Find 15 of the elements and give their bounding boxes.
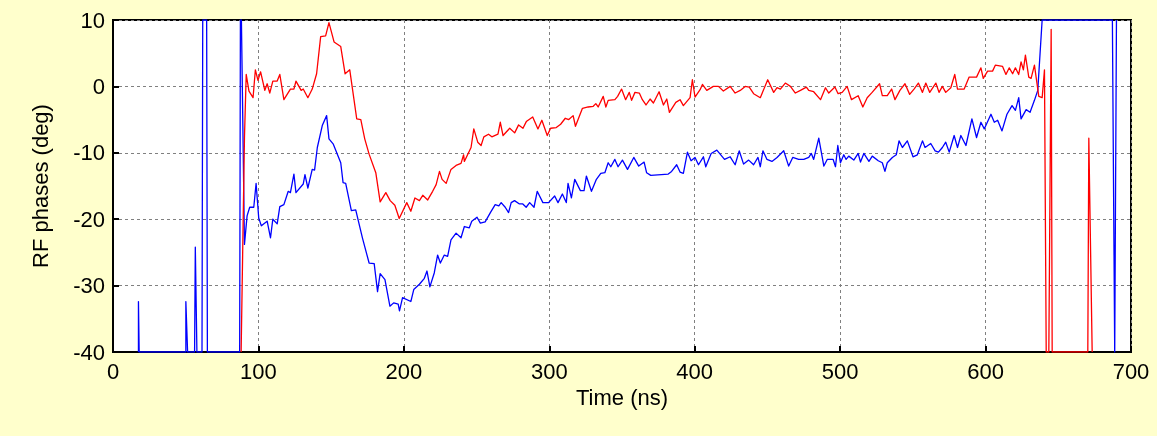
y-tick-label: -30 xyxy=(73,273,105,299)
y-tick-label: -10 xyxy=(73,140,105,166)
x-tick-label: 400 xyxy=(676,358,714,384)
y-tick-label: 10 xyxy=(80,7,105,33)
y-axis-title: RF phases (deg) xyxy=(27,104,53,268)
x-axis-title: Time (ns) xyxy=(575,385,669,411)
y-tick-label: 0 xyxy=(92,73,105,99)
x-tick-label: 200 xyxy=(385,358,423,384)
x-tick-label: 600 xyxy=(967,358,1004,384)
x-tick-label: 300 xyxy=(530,358,568,384)
x-tick-label: 700 xyxy=(1112,358,1150,384)
x-tick-label: 100 xyxy=(240,358,277,384)
x-tick-label: 500 xyxy=(821,358,859,384)
y-tick-label: -40 xyxy=(73,339,105,365)
y-tick-label: -20 xyxy=(73,206,105,232)
